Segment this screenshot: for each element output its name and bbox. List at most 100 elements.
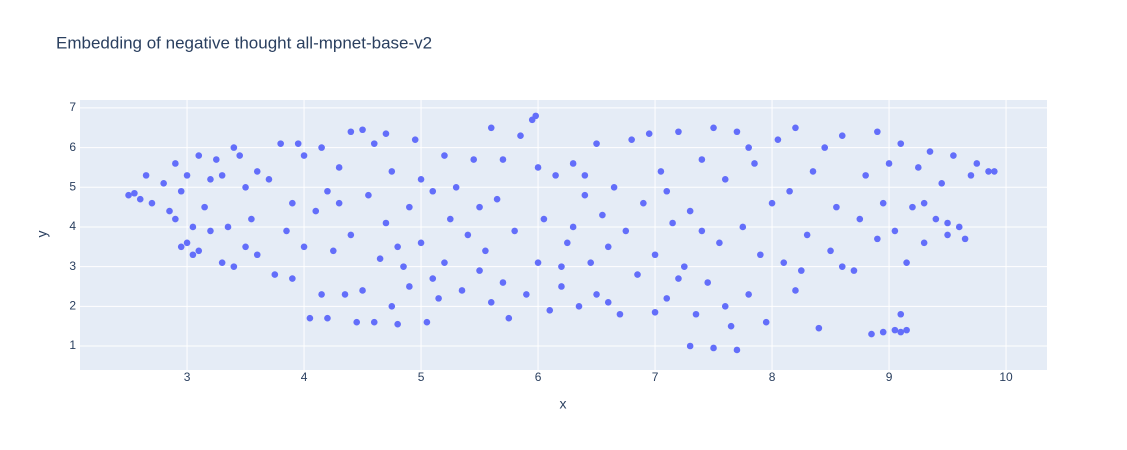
- point: [388, 168, 396, 175]
- point: [394, 243, 401, 251]
- point: [798, 267, 805, 274]
- point: [681, 263, 688, 270]
- point: [868, 330, 875, 338]
- point: [967, 172, 975, 179]
- point: [370, 318, 378, 326]
- point: [341, 291, 349, 298]
- point: [856, 215, 864, 223]
- point: [581, 191, 589, 199]
- point: [552, 172, 559, 179]
- point: [932, 215, 940, 223]
- point: [686, 342, 694, 350]
- point: [359, 126, 366, 134]
- point: [283, 227, 290, 235]
- point: [195, 247, 203, 255]
- point: [353, 318, 361, 326]
- point: [815, 324, 823, 332]
- point: [944, 231, 951, 239]
- point: [131, 189, 138, 197]
- point: [370, 140, 378, 147]
- x-axis-label: x: [560, 396, 567, 412]
- point: [721, 176, 729, 183]
- point: [382, 219, 390, 227]
- point: [692, 310, 700, 318]
- x-tick-label: 7: [652, 370, 659, 384]
- point: [698, 156, 706, 163]
- point: [125, 191, 132, 199]
- point: [985, 168, 992, 175]
- point: [172, 215, 179, 223]
- point: [532, 112, 540, 120]
- point: [429, 187, 437, 195]
- point: [464, 231, 472, 239]
- y-tick-label: 7: [69, 100, 76, 114]
- point: [938, 180, 946, 187]
- point: [920, 239, 928, 247]
- point: [669, 219, 676, 227]
- y-tick-label: 4: [69, 219, 76, 233]
- point: [809, 168, 817, 175]
- point: [406, 283, 413, 290]
- point: [148, 199, 156, 207]
- point: [774, 136, 782, 143]
- point: [289, 199, 296, 207]
- point: [365, 191, 372, 199]
- point: [218, 259, 226, 266]
- point: [160, 180, 167, 187]
- point: [540, 215, 548, 223]
- point: [183, 239, 191, 247]
- point: [218, 172, 226, 179]
- point: [253, 251, 261, 259]
- point: [891, 227, 899, 235]
- point: [452, 183, 460, 191]
- point: [903, 326, 910, 334]
- point: [874, 235, 881, 243]
- point: [201, 203, 208, 211]
- point: [534, 164, 542, 171]
- point: [406, 203, 413, 211]
- point: [645, 130, 653, 138]
- point: [136, 195, 144, 203]
- point: [745, 144, 752, 151]
- point: [347, 231, 355, 239]
- plot-area: [80, 100, 1047, 370]
- point: [230, 263, 238, 270]
- point: [891, 326, 899, 334]
- point: [470, 156, 478, 163]
- point: [183, 172, 191, 179]
- point: [306, 314, 314, 322]
- point: [394, 320, 401, 328]
- point: [230, 144, 238, 151]
- point: [803, 231, 811, 239]
- point: [657, 168, 665, 175]
- point: [663, 187, 671, 195]
- point: [768, 199, 776, 207]
- point: [920, 199, 928, 207]
- x-tick-label: 9: [886, 370, 893, 384]
- point: [523, 291, 530, 298]
- point: [587, 259, 595, 266]
- point: [166, 207, 173, 215]
- point: [634, 271, 641, 278]
- point: [294, 140, 302, 147]
- point: [651, 308, 659, 316]
- point: [675, 275, 682, 282]
- point: [610, 183, 618, 191]
- point: [493, 195, 501, 203]
- point: [423, 318, 431, 326]
- x-tick-label: 5: [418, 370, 425, 384]
- point: [207, 227, 214, 235]
- y-tick-label: 1: [69, 338, 76, 352]
- point: [242, 243, 249, 251]
- point: [604, 299, 612, 306]
- point: [704, 279, 712, 286]
- point: [499, 156, 507, 163]
- point: [710, 124, 717, 132]
- point: [207, 176, 214, 183]
- point: [558, 283, 565, 290]
- point: [517, 132, 524, 140]
- point: [885, 160, 893, 167]
- point: [821, 144, 829, 151]
- point: [189, 223, 197, 231]
